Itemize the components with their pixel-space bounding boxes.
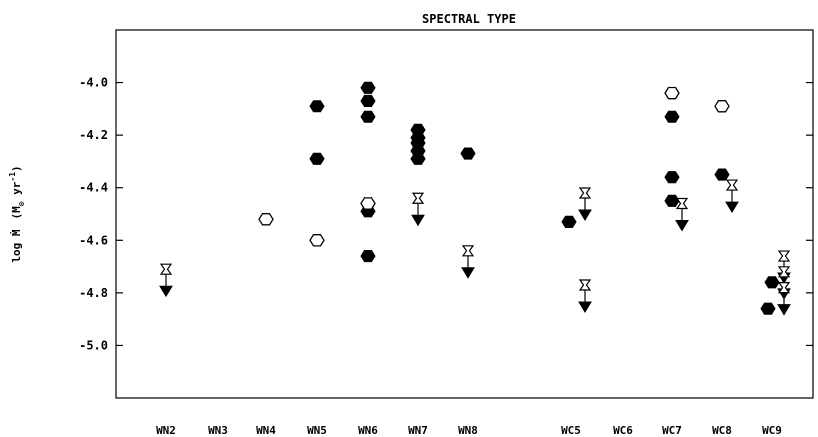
data-point-filled [460, 147, 476, 160]
upper-limit-marker [159, 263, 173, 298]
x-tick-label: WN8 [458, 424, 478, 437]
data-point-filled [561, 215, 577, 228]
y-tick-label: -4.2 [79, 128, 108, 142]
x-tick-label: WN4 [256, 424, 276, 437]
y-tick-label: -4.0 [79, 76, 108, 90]
y-axis-label-units-rest: yr [10, 181, 23, 201]
data-point-filled [360, 250, 376, 263]
y-axis: -4.0 -4.2 -4.4 -4.6 -4.8 -5.0 [79, 76, 813, 352]
data-points [159, 81, 791, 316]
upper-limit-marker [461, 245, 475, 279]
data-point-open [309, 234, 325, 247]
y-axis-label-units-exp: -1 [8, 172, 17, 182]
data-point-filled [714, 168, 730, 181]
x-tick-label: WC8 [712, 424, 732, 437]
upper-limit-marker [675, 197, 689, 232]
data-point-filled [360, 110, 376, 123]
x-tick-label: WN6 [358, 424, 378, 437]
data-point-filled [664, 194, 680, 207]
data-point-filled [664, 110, 680, 123]
upper-limit-marker [411, 192, 425, 227]
y-tick-label: -4.4 [79, 181, 108, 195]
data-point-filled [360, 94, 376, 107]
data-point-filled [760, 302, 776, 315]
data-point-filled [309, 100, 325, 113]
y-tick-label: -4.6 [79, 233, 108, 247]
upper-limit-marker [725, 179, 739, 214]
y-axis-label: log Ṁ (M⊙ yr-1) [8, 165, 26, 262]
y-tick-label: -4.8 [79, 286, 108, 300]
x-tick-label: WC7 [662, 424, 682, 437]
data-point-open [360, 197, 376, 210]
data-point-filled [360, 81, 376, 94]
data-point-open [714, 100, 730, 113]
y-axis-label-units: (M [10, 206, 23, 220]
upper-limit-marker [578, 187, 592, 221]
y-axis-label-units-close: ) [10, 165, 23, 172]
data-point-filled [764, 276, 780, 289]
x-tick-label: WN3 [208, 424, 228, 437]
x-tick-label: WC6 [613, 424, 633, 437]
x-tick-label: WN7 [408, 424, 428, 437]
data-point-filled [664, 171, 680, 184]
data-point-filled [309, 152, 325, 165]
y-axis-label-units-sub: ⊙ [17, 201, 26, 206]
chart-title: SPECTRAL TYPE [422, 12, 516, 26]
data-point-filled [410, 152, 426, 165]
svg-text:log Ṁ(M⊙ yr-1): log Ṁ (M⊙ yr-1) [8, 165, 26, 262]
upper-limit-marker [578, 279, 592, 313]
x-tick-label: WC5 [561, 424, 581, 437]
data-point-open [664, 86, 680, 100]
x-tick-label: WN5 [307, 424, 327, 437]
data-point-open [258, 213, 274, 226]
upper-limit-marker [777, 282, 791, 316]
x-tick-label: WC9 [762, 424, 782, 437]
y-tick-label: -5.0 [79, 338, 108, 352]
x-tick-label: WN2 [156, 424, 176, 437]
y-axis-label-main: log Ṁ [9, 229, 23, 262]
plot-frame [115, 29, 814, 399]
x-axis: WN2 WN3 WN4 WN5 WN6 WN7 WN8 WC5 WC6 WC7 WC8 WC9 [156, 424, 782, 437]
